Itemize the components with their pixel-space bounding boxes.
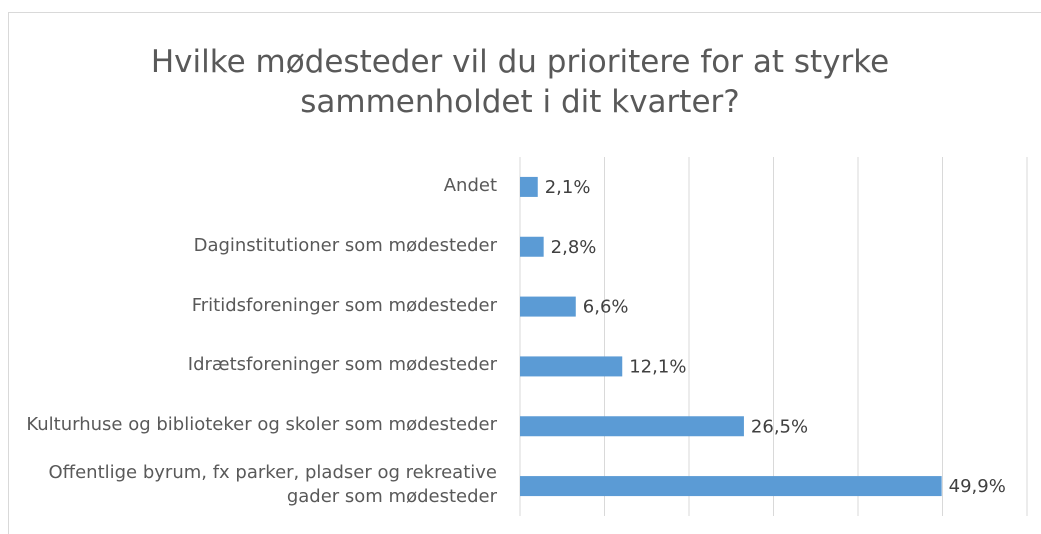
chart-title: Hvilke mødesteder vil du prioritere for … — [150, 44, 890, 120]
bar — [520, 176, 538, 197]
category-label: Andet — [443, 174, 497, 196]
category-label: Daginstitutioner som mødesteder — [193, 234, 497, 256]
bar — [520, 416, 744, 437]
value-label: 12,1% — [629, 356, 686, 377]
bar — [520, 356, 623, 377]
category-label: Offentlige byrum, fx parker, pladser og … — [48, 462, 497, 508]
value-label: 2,8% — [551, 237, 597, 258]
value-label: 6,6% — [583, 297, 629, 318]
category-label: Kulturhuse og biblioteker og skoler som … — [26, 414, 497, 436]
chart-frame — [8, 12, 1041, 534]
category-label: Fritidsforeninger som mødesteder — [191, 294, 497, 316]
value-label: 2,1% — [545, 177, 591, 198]
bar — [520, 236, 544, 257]
bar — [520, 476, 942, 497]
bar — [520, 296, 576, 317]
value-label: 49,9% — [949, 476, 1006, 497]
category-label: Idrætsforeninger som mødesteder — [187, 354, 497, 376]
value-label: 26,5% — [751, 416, 808, 437]
